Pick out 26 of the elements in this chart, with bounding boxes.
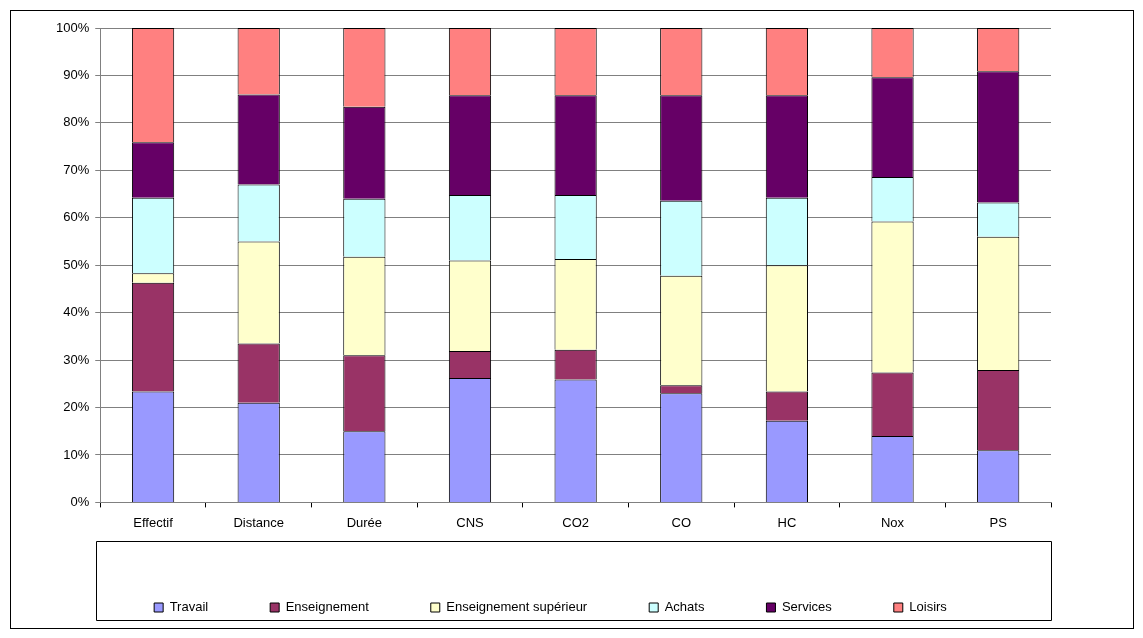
y-tick-label: 30% <box>63 351 90 367</box>
y-tick-label: 60% <box>63 209 90 225</box>
y-tick-label: 0% <box>70 493 90 509</box>
x-tick-label: HC <box>777 514 797 530</box>
legend-label: Enseignement supérieur <box>446 599 588 615</box>
x-tick-label: CNS <box>456 514 485 530</box>
y-tick-label: 40% <box>63 304 90 320</box>
legend-label: Achats <box>664 599 705 615</box>
legend-label: Travail <box>169 599 209 615</box>
x-tick-label: Distance <box>233 514 284 530</box>
y-tick-label: 10% <box>63 446 90 462</box>
x-tick-label: PS <box>989 514 1008 530</box>
x-tick-label: Effectif <box>133 514 174 530</box>
x-tick-label: CO2 <box>562 514 589 530</box>
y-tick-label: 70% <box>63 161 90 177</box>
y-tick-label: 50% <box>63 256 90 272</box>
x-tick-label: Durée <box>346 514 383 530</box>
x-tick-label: Nox <box>880 514 905 530</box>
y-tick-label: 100% <box>56 19 90 35</box>
x-tick-label: CO <box>671 514 692 530</box>
legend-label: Loisirs <box>909 599 948 615</box>
y-tick-label: 20% <box>63 399 90 415</box>
legend-label: Enseignement <box>285 599 370 615</box>
legend-label: Services <box>781 599 833 615</box>
y-tick-label: 80% <box>63 114 90 130</box>
y-tick-label: 90% <box>63 67 90 83</box>
